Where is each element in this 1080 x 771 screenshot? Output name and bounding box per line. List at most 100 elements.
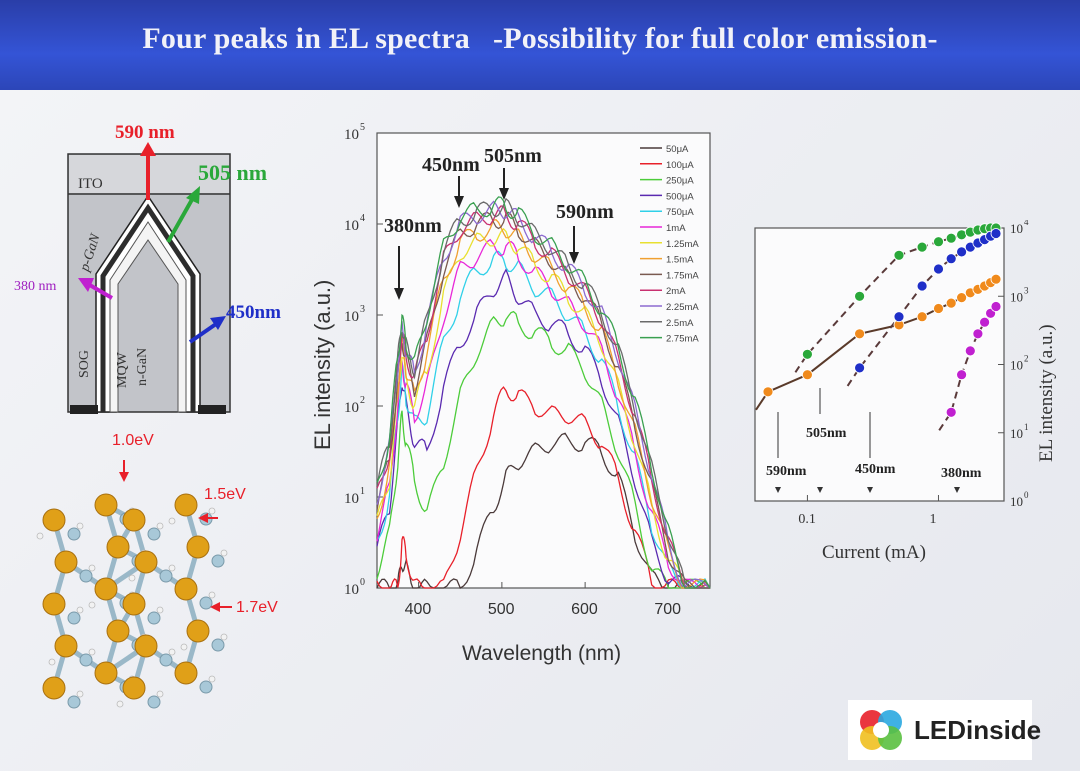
crystal-atom-h (156, 522, 164, 530)
crystal-atom-small (211, 638, 225, 652)
spectra-series-line (376, 218, 711, 589)
spectra-series-line (376, 196, 711, 589)
crystal-atom-large (42, 592, 66, 616)
spectra-series-line (376, 386, 711, 589)
spectra-legend-label: 1.75mA (666, 270, 699, 281)
crystal-atom-h (220, 633, 228, 641)
current-annotation-450: 450nm (855, 462, 896, 477)
current-ytick-exp: 2 (1024, 354, 1029, 364)
arrow-380-head (78, 278, 94, 292)
layer-sog-label: SOG (77, 350, 92, 378)
current-ytick-base: 10 (1010, 221, 1023, 236)
peak-505-label: 505 nm (198, 160, 267, 185)
crystal-atom-large (186, 535, 210, 559)
current-data-point (893, 249, 905, 261)
current-ytick-exp: 0 (1024, 490, 1029, 500)
arrow-505 (166, 195, 196, 243)
spectra-legend: 50μA 100μA 250μA 500μA 750μA 1mA 1.25mA 1.5mA 1.… (640, 144, 699, 345)
current-data-point (964, 345, 976, 357)
current-data-point (956, 246, 967, 258)
crystal-atom-small (211, 554, 225, 568)
crystal-atom-small (159, 653, 173, 667)
spectra-ytick-exp: 3 (360, 304, 365, 315)
spectra-ytick-base: 10 (344, 491, 359, 507)
spectra-ytick-exp: 2 (360, 395, 365, 406)
crystal-atom-large (106, 535, 130, 559)
crystal-atom-small (79, 569, 93, 583)
spectra-annotation-380: 380nm (384, 215, 442, 237)
crystal-atom-h (76, 606, 84, 614)
current-data-point (933, 303, 944, 314)
peak-380-label: 380 nm (14, 279, 57, 294)
spectra-xlabel: Wavelength (nm) (462, 642, 621, 665)
crystal-atoms (36, 493, 228, 709)
spectra-legend-label: 750μA (666, 207, 694, 218)
current-annotation-505: 505nm (806, 426, 847, 441)
spectra-legend-label: 500μA (666, 191, 694, 202)
crystal-atom-large (42, 508, 66, 532)
spectra-xtick-label: 600 (571, 601, 598, 618)
current-data-point (945, 297, 957, 309)
energy-1-arrowhead (119, 472, 129, 482)
arrow-450-head (210, 316, 226, 330)
current-data-point (972, 328, 984, 340)
ledinside-logo: LEDinside (848, 700, 1041, 760)
current-data-point (945, 253, 957, 265)
current-data-point (762, 386, 774, 398)
crystal-atom-large (122, 508, 146, 532)
crystal-atom-large (174, 577, 198, 601)
slide-title: Four peaks in EL spectra -Possibility fo… (142, 22, 938, 55)
spectra-arrowhead-380 (394, 288, 404, 300)
current-data-point (933, 263, 944, 275)
spectra-series-line (376, 250, 711, 589)
crystal-atom-h (208, 675, 216, 683)
arrow-450 (188, 322, 218, 344)
current-ytick-base: 10 (1010, 358, 1023, 373)
spectra-xtick-label: 700 (654, 601, 681, 618)
ngan-layer (109, 221, 187, 413)
crystal-atom-small (79, 653, 93, 667)
crystal-atom-h (168, 564, 176, 572)
crystal-atom-large (174, 493, 198, 517)
current-series (755, 222, 1002, 431)
spectra-arrowhead-450 (454, 196, 464, 208)
current-xtick-label: 0.1 (798, 512, 816, 527)
crystal-atom-h (208, 591, 216, 599)
spectra-xtick-label: 400 (405, 601, 432, 618)
current-tick-arrow-505 (817, 487, 823, 493)
current-data-point (802, 369, 813, 381)
logo-text: LEDinside (914, 715, 1042, 745)
arrow-380 (86, 282, 114, 300)
spectra-legend-label: 50μA (666, 144, 689, 155)
spectra-annotation-590: 590nm (556, 201, 614, 223)
current-data-point (945, 232, 957, 244)
spectra-series-line (376, 310, 711, 589)
current-plot-area (754, 227, 1005, 502)
layer-mqw-label: MQW (115, 351, 130, 388)
spectra-series-line (376, 432, 710, 589)
crystal-atom-large (54, 550, 78, 574)
crystal-atom-small (67, 611, 81, 625)
current-tick-arrow-590 (775, 487, 781, 493)
spectra-ytick-exp: 5 (360, 122, 365, 133)
current-data-point (990, 301, 1002, 312)
mqw-layer (100, 203, 196, 412)
spectra-legend-label: 100μA (666, 160, 694, 171)
spectra-ylabel: EL intensity (a.u.) (310, 280, 335, 450)
contact-left (70, 405, 98, 414)
current-annotation-380: 380nm (941, 466, 982, 481)
crystal-atom-h (168, 648, 176, 656)
spectra-ytick-base: 10 (344, 127, 359, 143)
current-xlabel: Current (mA) (822, 542, 926, 563)
spectra-series-line (376, 238, 710, 589)
spectra-legend-label: 2.5mA (666, 318, 694, 329)
current-ytick-base: 10 (1010, 494, 1023, 509)
spectra-legend-label: 2mA (666, 286, 686, 297)
crystal-atom-small (199, 680, 213, 694)
spectra-arrowhead-505 (499, 188, 509, 200)
current-ytick-base: 10 (1010, 289, 1023, 304)
spectra-xtick-label: 500 (488, 601, 515, 618)
current-data-point (956, 369, 967, 381)
current-ytick-exp: 1 (1024, 422, 1029, 432)
arrow-590-head (140, 142, 156, 156)
